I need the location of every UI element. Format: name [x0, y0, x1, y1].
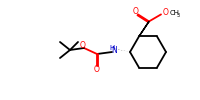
Text: 3: 3: [177, 13, 180, 18]
Text: H: H: [109, 44, 115, 50]
Polygon shape: [139, 21, 149, 36]
Text: N: N: [111, 46, 117, 55]
Text: O: O: [80, 40, 86, 50]
Text: O: O: [162, 8, 168, 17]
Text: CH: CH: [170, 10, 180, 16]
Text: O: O: [133, 7, 139, 16]
Text: O: O: [94, 65, 100, 74]
